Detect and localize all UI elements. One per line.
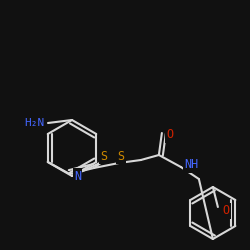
Text: H₂N: H₂N [24,118,44,128]
Text: S: S [117,150,124,162]
Text: N: N [74,170,81,182]
Text: NH: NH [184,158,198,172]
Text: S: S [100,150,107,162]
Text: O: O [222,204,230,218]
Text: O: O [166,128,173,141]
